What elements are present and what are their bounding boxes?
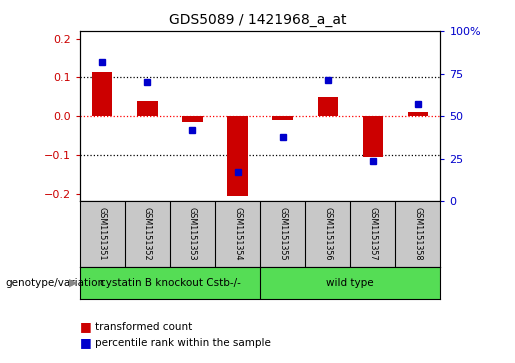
Bar [363, 116, 383, 157]
Text: GDS5089 / 1421968_a_at: GDS5089 / 1421968_a_at [169, 13, 346, 27]
Text: wild type: wild type [327, 278, 374, 288]
Text: GSM1151352: GSM1151352 [143, 207, 152, 260]
Text: GSM1151354: GSM1151354 [233, 207, 242, 260]
Text: transformed count: transformed count [95, 322, 193, 332]
Text: ■: ■ [80, 320, 92, 333]
Text: GSM1151353: GSM1151353 [188, 207, 197, 260]
Text: GSM1151356: GSM1151356 [323, 207, 332, 260]
Text: GSM1151351: GSM1151351 [98, 207, 107, 260]
Bar [228, 116, 248, 196]
Bar [272, 116, 293, 120]
Bar [92, 72, 112, 116]
Text: cystatin B knockout Cstb-/-: cystatin B knockout Cstb-/- [99, 278, 241, 288]
Text: ▶: ▶ [70, 278, 78, 288]
Text: GSM1151357: GSM1151357 [368, 207, 377, 260]
Text: percentile rank within the sample: percentile rank within the sample [95, 338, 271, 348]
Text: genotype/variation: genotype/variation [5, 278, 104, 288]
Bar [318, 97, 338, 116]
Text: ■: ■ [80, 337, 92, 350]
Bar [408, 112, 428, 116]
Bar [182, 116, 202, 122]
Bar [138, 101, 158, 116]
Text: GSM1151358: GSM1151358 [414, 207, 422, 260]
Text: GSM1151355: GSM1151355 [278, 207, 287, 260]
